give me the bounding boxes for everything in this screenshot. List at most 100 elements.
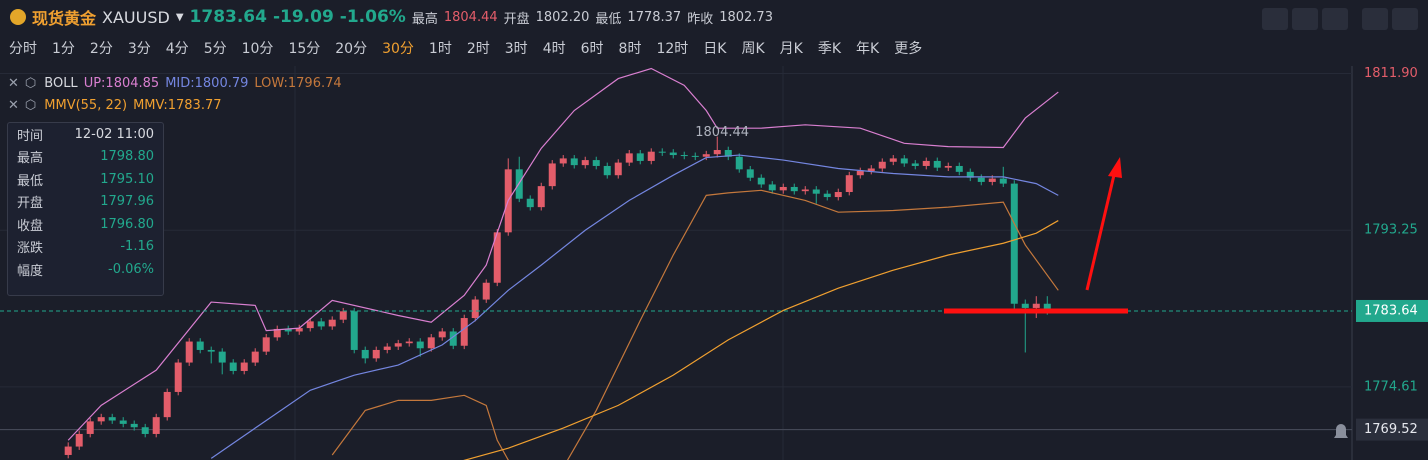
timeframe-button[interactable]: 1时 — [428, 41, 452, 57]
y-tick-label: 1811.90 — [1364, 66, 1418, 81]
candle-body — [735, 156, 743, 170]
timeframe-button[interactable]: 10分 — [241, 41, 274, 57]
symbol[interactable]: XAUUSD — [102, 7, 170, 27]
type-button[interactable] — [1322, 8, 1348, 30]
timeframe-button[interactable]: 4分 — [165, 41, 189, 57]
y-tick-label: 1774.61 — [1364, 379, 1418, 394]
tooltip-row: 最高 1798.80 — [8, 146, 163, 169]
candle-body — [955, 165, 963, 172]
candle-body — [328, 319, 336, 327]
candle-body — [702, 154, 710, 157]
timeframe-button[interactable]: 2时 — [466, 41, 490, 57]
candle-body — [526, 198, 534, 208]
candle-body — [911, 163, 919, 166]
change: -19.09 — [272, 7, 334, 27]
candle-body — [317, 321, 325, 327]
settings-button[interactable] — [1392, 8, 1418, 30]
symbol-dropdown[interactable]: ▼ — [175, 11, 184, 23]
candle-body — [647, 151, 655, 161]
candle-body — [570, 158, 578, 166]
legend-row: ✕ ⬡ BOLL UP:1804.85 MID:1800.79 LOW:1796.74 — [8, 73, 348, 95]
legend-settings[interactable]: ⬡ — [24, 76, 37, 91]
tooltip-row: 最低 1795.10 — [8, 168, 163, 191]
candle-body — [966, 171, 974, 178]
candle-body — [922, 160, 930, 166]
legend-item: LOW:1796.74 — [254, 76, 342, 91]
price-axis: 1811.90 1793.25 1774.61 — [1364, 66, 1418, 394]
timeframe-button[interactable]: 12时 — [656, 41, 689, 57]
candle-body — [933, 160, 941, 168]
candle-body — [306, 321, 314, 329]
instrument-name: 现货黄金 — [32, 9, 97, 28]
candle-body — [614, 162, 622, 176]
candle-body — [1010, 183, 1018, 304]
tooltip-value: -1.16 — [120, 239, 154, 255]
candle-body — [1032, 303, 1040, 308]
timeframe-button[interactable]: 15分 — [288, 41, 321, 57]
timeframe-button[interactable]: 月K — [779, 41, 803, 57]
candle-body — [592, 160, 600, 166]
change-pct: -1.06% — [339, 7, 406, 27]
timeframe-button[interactable]: 30分 — [382, 41, 414, 57]
candle-body — [493, 232, 501, 283]
legend-label: BOLL — [44, 76, 78, 91]
draw-button[interactable] — [1292, 8, 1318, 30]
timeframe-button[interactable]: 5分 — [203, 41, 227, 57]
timeframe-button[interactable]: 更多 — [894, 41, 923, 57]
timeframe-button[interactable]: 4时 — [542, 41, 566, 57]
candle-body — [449, 331, 457, 346]
candle-body — [240, 362, 248, 371]
tooltip-label: 涨跌 — [17, 241, 44, 257]
alert-bell[interactable] — [1334, 424, 1348, 438]
tooltip-label: 最高 — [17, 151, 44, 167]
candle-body — [163, 391, 171, 418]
timeframe-button[interactable]: 1分 — [52, 41, 75, 57]
quote-header: 现货黄金 XAUUSD ▼ 1783.64 -19.09 -1.06% 最高 1… — [0, 0, 1428, 34]
tooltip-label: 收盘 — [17, 218, 44, 234]
candle-body — [295, 328, 303, 332]
tooltip-row: 开盘 1797.96 — [8, 191, 163, 214]
candle-body — [196, 341, 204, 350]
timeframe-button[interactable]: 年K — [856, 41, 880, 57]
timeframe-button[interactable]: 20分 — [335, 41, 368, 57]
timeframe-button[interactable]: 日K — [703, 41, 727, 57]
alert-tag — [1356, 418, 1428, 441]
fullscreen-button[interactable] — [1362, 8, 1388, 30]
timeframe-button[interactable]: 3分 — [127, 41, 151, 57]
last-price-tag-text: 1783.64 — [1364, 303, 1418, 318]
tooltip-label: 幅度 — [17, 263, 44, 279]
candle-body — [207, 349, 215, 352]
timeframe-button[interactable]: 6时 — [580, 41, 604, 57]
candle-body — [823, 193, 831, 198]
candle-body — [361, 349, 369, 359]
candle-body — [394, 343, 402, 347]
legend-close[interactable]: ✕ — [8, 76, 19, 91]
candle-body — [119, 420, 127, 424]
candle-body — [977, 177, 985, 182]
timeframe-button[interactable]: 分时 — [9, 41, 37, 57]
timeframe-button[interactable]: 2分 — [89, 41, 113, 57]
legend-settings[interactable]: ⬡ — [24, 98, 37, 113]
candle-body — [86, 421, 94, 434]
low-value: 1778.37 — [627, 9, 682, 25]
candle-body — [757, 177, 765, 185]
timeframe-button[interactable]: 季K — [817, 41, 842, 57]
tool-button[interactable] — [1262, 8, 1288, 30]
candle-body — [284, 328, 292, 332]
tooltip-row: 涨跌 -1.16 — [8, 236, 163, 259]
candle-body — [273, 328, 281, 338]
indicator-line — [463, 220, 1059, 460]
gold-icon — [10, 9, 26, 25]
last-price-tag — [1356, 299, 1428, 322]
tooltip-value: -0.06% — [108, 261, 154, 277]
alert-price: 1769.52 — [1364, 422, 1418, 437]
timeframe-button[interactable]: 8时 — [618, 41, 642, 57]
prev-close-value: 1802.73 — [719, 9, 773, 25]
candle-body — [427, 337, 435, 349]
candle-body — [438, 331, 446, 338]
timeframe-button[interactable]: 3时 — [504, 41, 528, 57]
candle-body — [251, 351, 259, 363]
max-high-annotation: 1804.44 — [695, 125, 749, 140]
legend-close[interactable]: ✕ — [8, 98, 19, 113]
timeframe-button[interactable]: 周K — [741, 41, 765, 57]
